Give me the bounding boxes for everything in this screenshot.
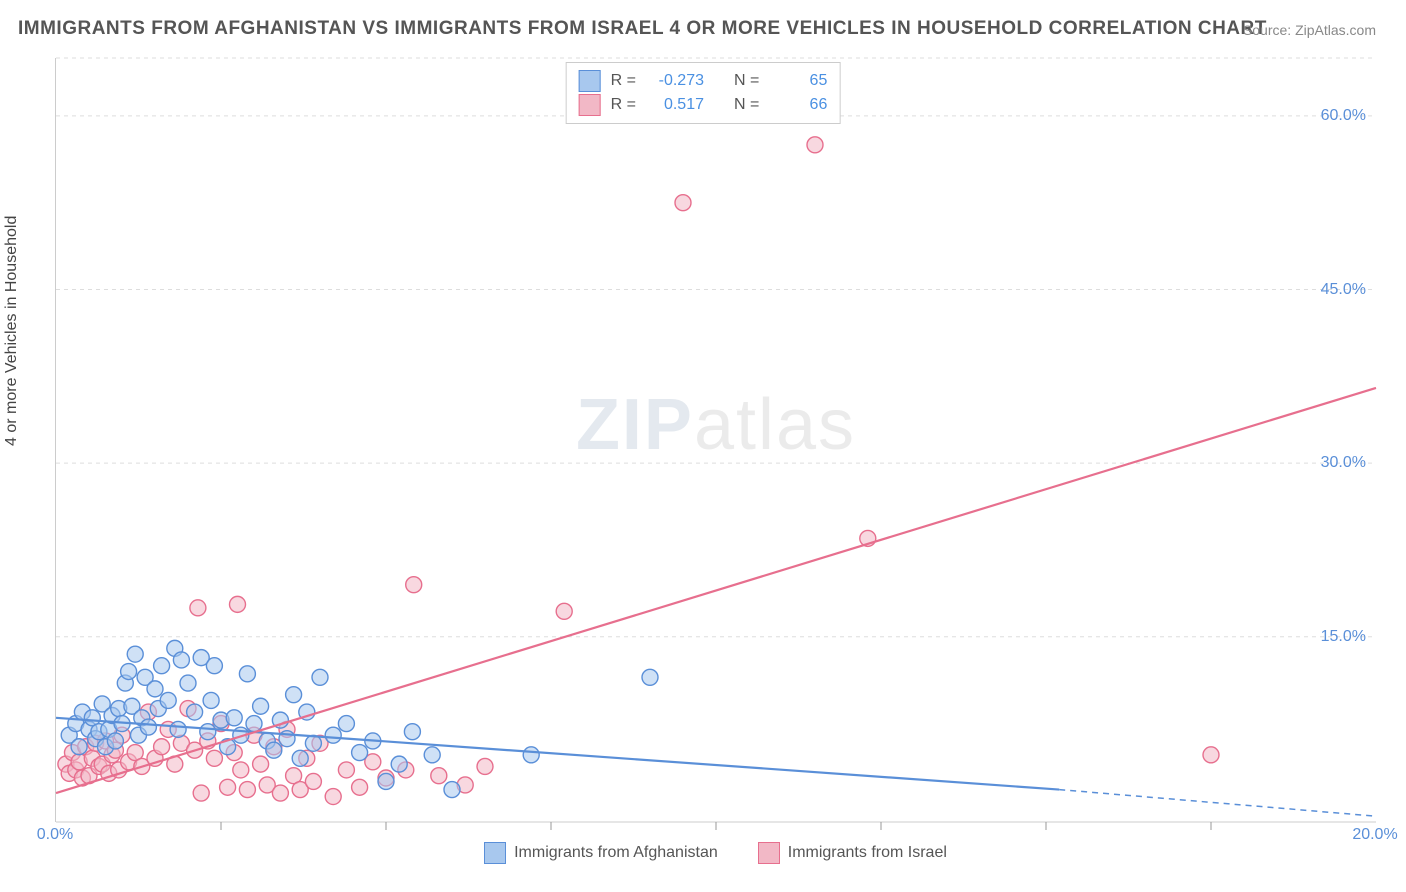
swatch-series-b-icon [758,842,780,864]
legend-bottom: Immigrants from Afghanistan Immigrants f… [55,842,1376,864]
legend-correlation-box: R = -0.273 N = 65 R = 0.517 N = 66 [566,62,841,124]
legend-item-b: Immigrants from Israel [758,842,947,864]
legend-row-b: R = 0.517 N = 66 [579,93,828,117]
r-value-a: -0.273 [646,69,704,93]
swatch-series-a-icon [484,842,506,864]
legend-item-a: Immigrants from Afghanistan [484,842,718,864]
n-value-a: 65 [769,69,827,93]
y-axis-label: 4 or more Vehicles in Household [3,216,21,446]
r-value-b: 0.517 [646,93,704,117]
swatch-series-a [579,70,601,92]
legend-row-a: R = -0.273 N = 65 [579,69,828,93]
swatch-series-b [579,94,601,116]
n-value-b: 66 [769,93,827,117]
source-label: Source: ZipAtlas.com [1243,22,1376,38]
chart-area: ZIPatlas [55,58,1376,822]
chart-svg [56,58,1376,822]
chart-title: IMMIGRANTS FROM AFGHANISTAN VS IMMIGRANT… [18,18,1267,40]
